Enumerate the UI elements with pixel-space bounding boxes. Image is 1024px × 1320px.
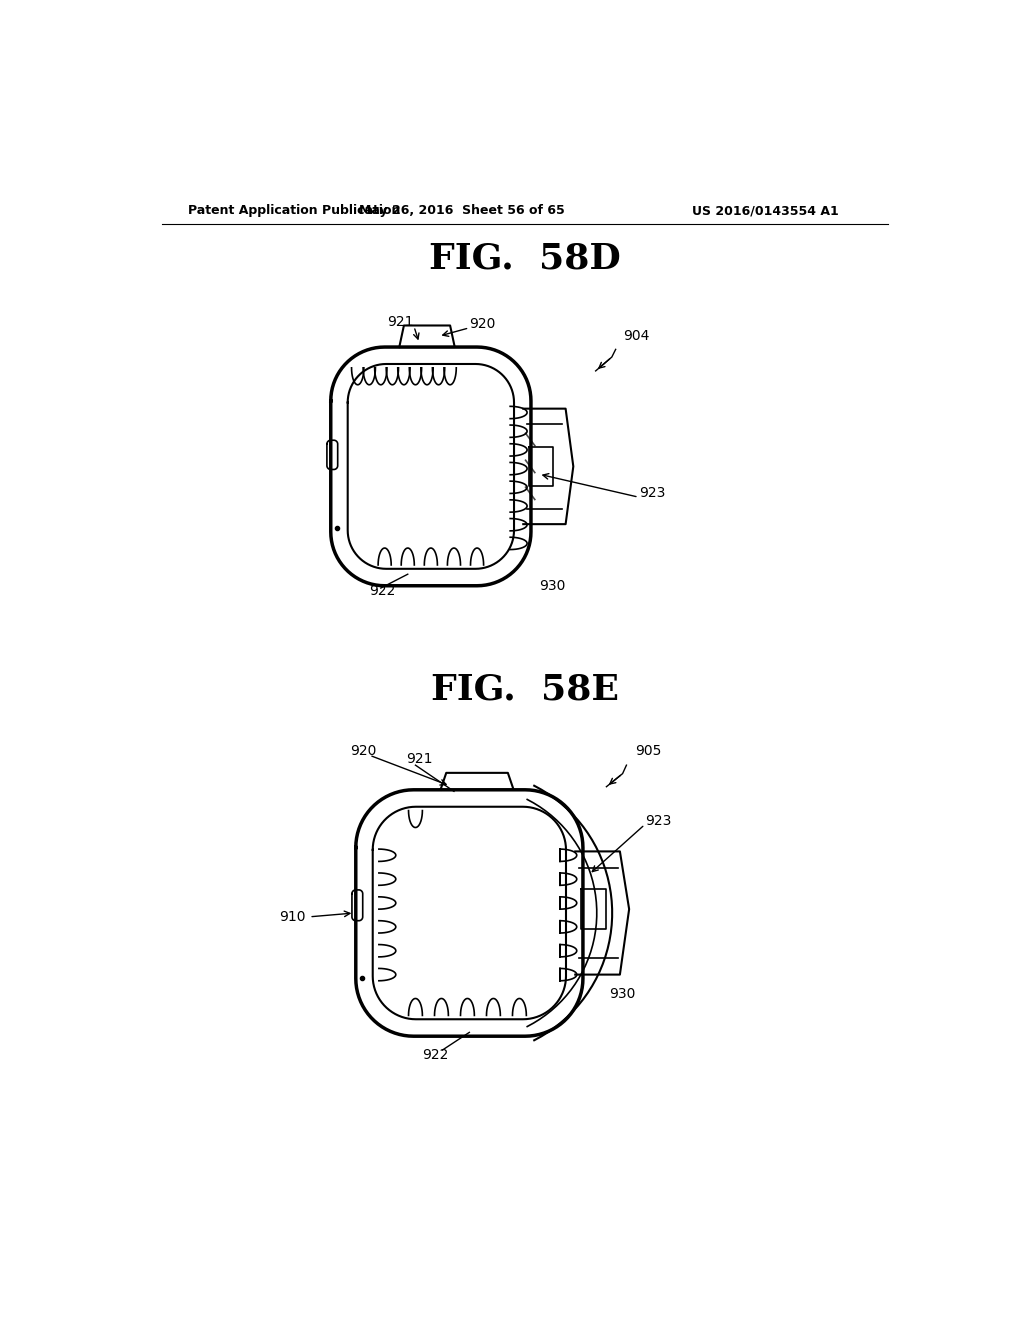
Text: 921: 921 xyxy=(407,752,433,766)
Text: 923: 923 xyxy=(639,486,666,500)
Text: 923: 923 xyxy=(645,813,672,828)
Text: 930: 930 xyxy=(539,578,565,593)
Text: May 26, 2016  Sheet 56 of 65: May 26, 2016 Sheet 56 of 65 xyxy=(358,205,564,218)
Text: US 2016/0143554 A1: US 2016/0143554 A1 xyxy=(692,205,839,218)
Text: 930: 930 xyxy=(609,987,636,1001)
Text: 920: 920 xyxy=(350,744,377,758)
Text: 921: 921 xyxy=(387,315,414,330)
Text: 910: 910 xyxy=(280,909,306,924)
Text: 922: 922 xyxy=(370,585,395,598)
Text: 905: 905 xyxy=(635,744,662,758)
Text: Patent Application Publication: Patent Application Publication xyxy=(188,205,400,218)
Text: 904: 904 xyxy=(624,329,650,342)
Text: 920: 920 xyxy=(469,317,496,331)
Text: 922: 922 xyxy=(422,1048,449,1063)
Text: FIG.  58D: FIG. 58D xyxy=(429,242,621,276)
Text: FIG.  58E: FIG. 58E xyxy=(431,673,618,706)
